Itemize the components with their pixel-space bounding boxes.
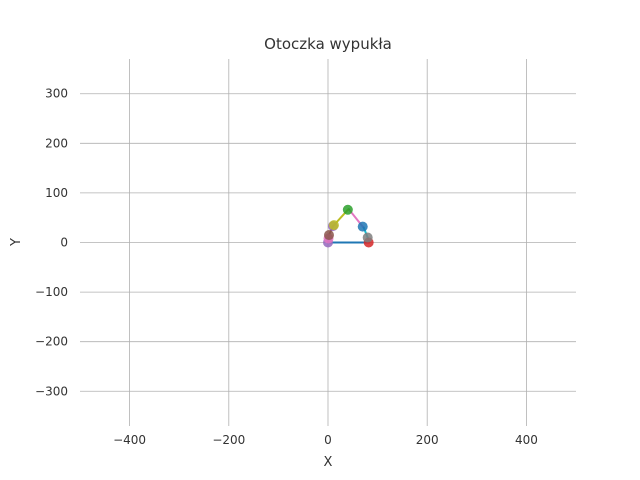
hull-point xyxy=(362,232,373,243)
y-axis-label: Y xyxy=(9,238,24,247)
hull-point xyxy=(323,230,334,241)
point-markers xyxy=(323,204,374,248)
x-axis-label: X xyxy=(324,455,333,470)
hull-point xyxy=(357,221,368,232)
y-tick-label: −100 xyxy=(35,285,68,299)
y-tick-label: −300 xyxy=(35,384,68,398)
x-tick-label: 400 xyxy=(515,433,538,447)
x-tick-label: 0 xyxy=(324,433,332,447)
y-tick-label: 300 xyxy=(45,87,68,101)
chart-title: Otoczka wypukła xyxy=(264,35,392,53)
hull-point xyxy=(342,204,353,215)
x-tick-label: 200 xyxy=(416,433,439,447)
tick-labels: −400 −200 0 200 400 −300 −200 −100 0 100 200 300 xyxy=(35,87,538,447)
y-tick-label: 0 xyxy=(60,236,68,250)
x-tick-label: −200 xyxy=(212,433,245,447)
y-tick-label: 100 xyxy=(45,186,68,200)
hull-point xyxy=(328,220,339,231)
x-tick-label: −400 xyxy=(113,433,146,447)
y-tick-label: 200 xyxy=(45,136,68,150)
y-tick-label: −200 xyxy=(35,335,68,349)
